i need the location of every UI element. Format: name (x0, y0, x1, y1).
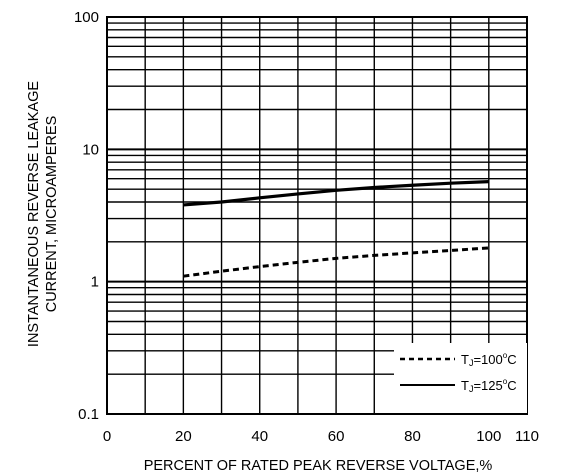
tick-labels: 0 20 40 60 80 100 110 100 10 1 0.1 (74, 9, 539, 445)
y-tick-label: 100 (74, 9, 99, 26)
legend-box (394, 343, 527, 413)
series-line-tj125 (183, 180, 489, 207)
y-axis-label-line2: CURRENT, MICROAMPERES (44, 116, 60, 313)
x-tick-label: 80 (404, 428, 421, 445)
x-tick-label: 0 (103, 428, 111, 445)
y-tick-label: 0.1 (78, 406, 99, 423)
x-axis-label: PERCENT OF RATED PEAK REVERSE VOLTAGE,% (144, 458, 493, 474)
x-tick-label: 20 (175, 428, 192, 445)
x-tick-label: 110 (515, 428, 539, 445)
legend-label-tj125: TJ=125oC (461, 377, 517, 394)
y-tick-label: 10 (82, 141, 99, 158)
series-layer (183, 180, 489, 278)
legend-label-tj100: TJ=100oC (461, 351, 517, 368)
plot-frame (106, 16, 528, 415)
y-tick-label: 1 (91, 274, 99, 291)
x-tick-label: 100 (476, 428, 501, 445)
y-axis-label-line1: INSTANTANEOUS REVERSE LEAKAGE (26, 81, 42, 347)
x-tick-label: 40 (251, 428, 268, 445)
legend: TJ=100oC TJ=125oC (394, 343, 527, 413)
x-tick-label: 60 (328, 428, 345, 445)
series-line-tj100 (183, 246, 489, 278)
